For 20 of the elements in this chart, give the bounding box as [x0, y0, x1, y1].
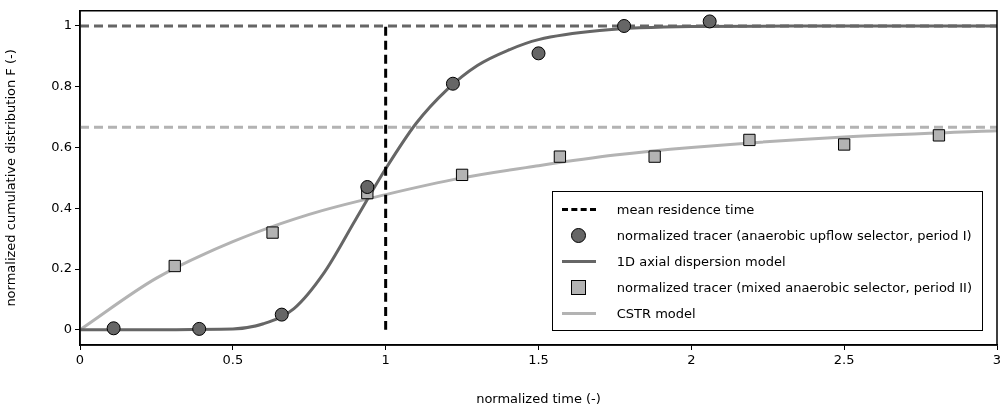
x-tick-label: 0.5 — [222, 352, 244, 368]
y-tick-label: 0 — [63, 321, 72, 337]
x-tick-label: 3 — [992, 352, 1002, 368]
y-tick-label: 0.2 — [51, 260, 72, 276]
legend-label: mean residence time — [616, 201, 755, 217]
x-tick-label: 2.5 — [833, 352, 855, 368]
y-tick-label: 0.6 — [51, 138, 72, 154]
legend-label: normalized tracer (mixed anaerobic selector, period II) — [616, 279, 972, 295]
y-tick-label: 0.4 — [51, 199, 72, 215]
legend-label: CSTR model — [616, 305, 696, 321]
legend-label: normalized tracer (anaerobic upflow selector, period I) — [616, 227, 972, 243]
x-axis-title: normalized time (-) — [476, 390, 601, 406]
x-tick-label: 0 — [75, 352, 85, 368]
y-tick-label: 0.8 — [51, 78, 72, 94]
x-tick-label: 2 — [687, 352, 696, 368]
y-tick-label: 1 — [63, 17, 72, 33]
x-tick-label: 1.5 — [528, 352, 549, 368]
x-tick-label: 1 — [381, 352, 390, 368]
legend-label: 1D axial dispersion model — [616, 253, 786, 269]
y-axis-title: normalized cumulative distribution F (-) — [3, 49, 19, 307]
